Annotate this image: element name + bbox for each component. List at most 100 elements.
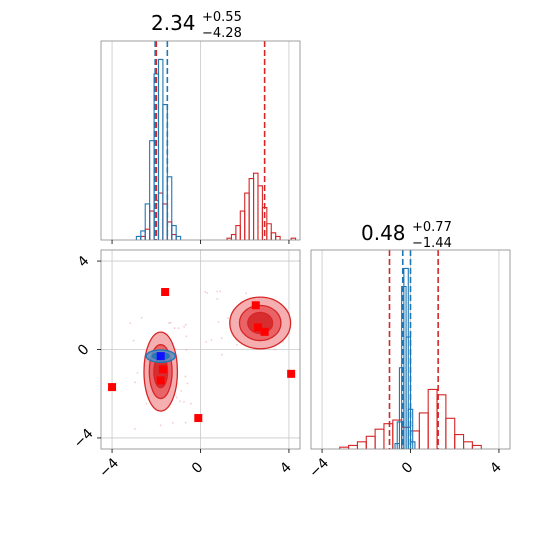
sample-point	[129, 322, 132, 325]
sample-point	[184, 421, 187, 424]
sample-point	[134, 381, 136, 384]
right-hist-xtick-label-2: 4	[487, 459, 505, 477]
right-hist-red-bin-5	[383, 423, 394, 449]
sample-point	[189, 402, 192, 405]
sample-point	[145, 402, 148, 405]
top-hist-red-bin-14	[253, 172, 259, 240]
sample-point	[216, 290, 219, 293]
top-hist-red-bin-10	[235, 225, 241, 240]
sample-point	[204, 291, 207, 293]
contour-panel: −4 0 4 −4 0 4	[71, 249, 301, 481]
top-hist-red-bin-9	[230, 234, 237, 240]
top-histogram-title-plus: +0.55	[202, 10, 242, 25]
sample-point	[185, 349, 188, 351]
sample-point	[185, 335, 188, 338]
top-hist-blue-bin-8	[171, 225, 177, 240]
contour-xtick-label-2: 4	[277, 459, 295, 477]
sample-point	[140, 316, 143, 319]
sample-point	[180, 389, 183, 392]
top-hist-blue-bin-0	[135, 235, 142, 240]
sample-point	[184, 323, 187, 326]
right-hist-red-bin-12	[445, 417, 456, 449]
right-hist-red-bin-10	[427, 388, 438, 449]
sample-point	[132, 339, 135, 342]
sample-point	[220, 337, 223, 340]
right-histogram-title-minus: −1.44	[412, 236, 452, 251]
top-hist-red-bin-12	[244, 192, 250, 240]
sample-point	[159, 424, 162, 427]
sample-point	[134, 428, 136, 430]
top-hist-red-bin-17	[266, 223, 272, 240]
contour-ytick-label-2: 4	[75, 253, 93, 271]
top-hist-red-bin-19	[275, 235, 281, 240]
top-hist-red-bin-1	[144, 228, 151, 240]
right-hist-red-bin-14	[463, 441, 473, 449]
red-square-marker-2	[194, 414, 203, 423]
sample-point	[235, 343, 238, 346]
blue-square-marker	[156, 352, 165, 361]
sample-point	[206, 291, 209, 294]
sample-point	[217, 321, 220, 323]
red-square-marker-8	[158, 365, 167, 374]
sample-point	[186, 382, 189, 385]
right-hist-xtick-label-1: 0	[399, 459, 417, 477]
sample-point	[173, 327, 176, 330]
top-hist-blue-bin-2	[144, 203, 151, 240]
right-hist-blue-bin-4	[403, 267, 409, 449]
top-hist-blue-bin-3	[149, 140, 155, 240]
contour-xtick-label-0: −4	[96, 455, 122, 481]
histogram-panel-right: −4 0 4	[306, 249, 511, 481]
top-hist-red-bin-4	[157, 192, 164, 240]
sample-point	[179, 400, 181, 403]
sample-point	[184, 375, 187, 378]
right-hist-red-bin-13	[454, 434, 465, 449]
sample-point	[136, 371, 139, 374]
right-hist-red-bin-3	[365, 435, 376, 449]
right-hist-blue-bin-6	[407, 408, 414, 449]
sample-point	[168, 322, 170, 324]
right-histogram-title-plus: +0.77	[412, 220, 452, 235]
histogram-panel-top	[100, 40, 301, 244]
contour-xtick-label-1: 0	[189, 459, 207, 477]
right-hist-red-bin-15	[471, 444, 482, 449]
red-square-marker-6	[260, 327, 269, 336]
sample-point	[210, 339, 213, 341]
top-hist-red-bin-7	[171, 234, 177, 240]
top-hist-blue-bin-1	[140, 230, 146, 240]
top-hist-red-bin-0	[140, 235, 146, 240]
red-square-marker-1	[108, 383, 117, 392]
right-hist-red-bin-2	[356, 441, 367, 449]
right-hist-blue-bin-5	[405, 336, 412, 449]
right-hist-xtick-label-0: −4	[306, 455, 332, 481]
top-hist-blue-bin-5	[157, 58, 164, 240]
top-hist-red-bin-20	[290, 237, 297, 240]
sample-point	[171, 422, 174, 424]
sample-point	[183, 401, 185, 403]
sample-point	[205, 340, 207, 343]
contour-ytick-label-0: −4	[71, 426, 97, 452]
right-hist-red-bin-4	[374, 428, 385, 449]
sample-point	[177, 327, 180, 330]
red-square-marker-3	[287, 369, 296, 378]
top-hist-red-bin-2	[149, 210, 155, 240]
top-hist-red-bin-15	[257, 185, 263, 240]
sample-point	[273, 348, 276, 351]
right-hist-blue-bin-7	[409, 441, 416, 449]
red-square-marker-5	[253, 323, 262, 332]
sample-point	[219, 290, 222, 293]
top-histogram-title-value: 2.34	[151, 11, 196, 35]
sample-point	[221, 353, 223, 356]
right-histogram-title-value: 0.48	[361, 221, 406, 245]
contour-ytick-label-1: 0	[75, 341, 93, 359]
red-square-marker-7	[156, 376, 165, 385]
sample-point	[175, 396, 178, 399]
sample-point	[245, 292, 248, 295]
top-hist-blue-bin-9	[175, 235, 182, 240]
sample-point	[183, 325, 185, 328]
top-hist-red-bin-18	[270, 232, 277, 240]
right-hist-red-bin-1	[348, 444, 358, 449]
red-square-marker-0	[161, 288, 170, 297]
sample-point	[169, 321, 172, 324]
top-hist-red-bin-13	[248, 178, 255, 240]
